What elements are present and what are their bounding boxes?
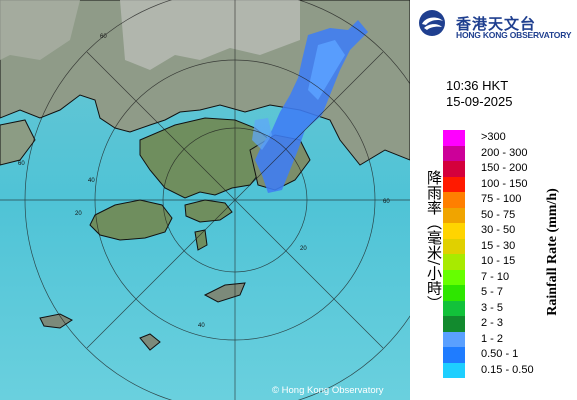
south-island [139, 333, 161, 351]
legend-row: 5 - 7 [443, 285, 575, 301]
range-ring-label: 60 [100, 34, 107, 40]
hong-kong-island [184, 199, 233, 223]
hko-name-english: HONG KONG OBSERVATORY [456, 30, 572, 40]
legend-row: >300 [443, 130, 575, 146]
legend-label: 7 - 10 [481, 270, 510, 283]
range-rings [0, 0, 410, 400]
mainland-west [0, 0, 80, 60]
legend-label: 200 - 300 [481, 146, 528, 159]
legend-swatch [443, 254, 465, 270]
legend-row: 15 - 30 [443, 238, 575, 254]
range-ring-label: 40 [198, 323, 205, 329]
mainland-clouds [120, 0, 300, 70]
legend-swatch [443, 362, 465, 378]
rain-echo-fringe [252, 118, 272, 150]
legend-swatch [443, 238, 465, 254]
legend-label: 50 - 75 [481, 208, 516, 221]
estuary-island [0, 119, 36, 166]
legend-row: 1 - 2 [443, 331, 575, 347]
legend-label: 10 - 15 [481, 255, 516, 267]
rainfall-legend: >300 200 - 300 150 - 200 100 - 150 75 - 100 5… [443, 130, 575, 378]
legend-row: 150 - 200 [443, 161, 575, 177]
legend-label: 30 - 50 [481, 224, 516, 236]
legend-row: 0.50 - 1 [443, 347, 575, 363]
legend-label: 0.15 - 0.50 [481, 363, 534, 376]
legend-label: 1 - 2 [481, 332, 504, 345]
range-ring-label: 20 [75, 211, 82, 217]
legend-label: 5 - 7 [481, 286, 504, 298]
south-island [39, 313, 73, 329]
legend-swatch [443, 331, 465, 347]
legend-swatch [443, 145, 465, 161]
legend-label: 0.50 - 1 [481, 348, 519, 360]
legend-row: 2 - 3 [443, 316, 575, 332]
range-ring-label: 20 [300, 246, 307, 252]
legend-label: 15 - 30 [481, 239, 516, 252]
legend-label: 150 - 200 [481, 162, 528, 174]
legend-label: 75 - 100 [481, 193, 522, 205]
copyright-text: © Hong Kong Observatory [272, 385, 384, 396]
lamma-island [194, 229, 208, 251]
hko-logo-icon [419, 10, 445, 36]
legend-row: 7 - 10 [443, 269, 575, 285]
radar-map: 60 60 60 40 40 20 20 [0, 0, 410, 400]
range-ring-label: 60 [383, 199, 390, 205]
legend-panel: 香港天文台 HONG KONG OBSERVATORY 10:36 HKT 15… [410, 0, 577, 400]
legend-label: 2 - 3 [481, 317, 504, 329]
legend-swatch [443, 347, 465, 363]
legend-unit-chinese: 降雨率（毫米/小時） [425, 170, 443, 311]
rain-echo-light [308, 40, 345, 100]
legend-swatch [443, 285, 465, 301]
legend-swatch [443, 316, 465, 332]
legend-swatch [443, 161, 465, 177]
legend-unit-english: Rainfall Rate (mm/h) [545, 188, 560, 316]
legend-swatch [443, 269, 465, 285]
legend-swatch [443, 223, 465, 239]
legend-label: 3 - 5 [481, 301, 504, 314]
legend-row: 50 - 75 [443, 207, 575, 223]
legend-row: 75 - 100 [443, 192, 575, 208]
radar-date: 15-09-2025 [446, 94, 513, 109]
range-ring-label: 40 [88, 178, 95, 184]
lantau-island [89, 199, 173, 241]
legend-row: 10 - 15 [443, 254, 575, 270]
hko-name-chinese: 香港天文台 [456, 15, 537, 33]
legend-row: 30 - 50 [443, 223, 575, 239]
range-ring-label: 60 [18, 161, 25, 167]
legend-row: 0.15 - 0.50 [443, 362, 575, 378]
legend-row: 3 - 5 [443, 300, 575, 316]
legend-swatch [443, 207, 465, 223]
legend-row: 200 - 300 [443, 145, 575, 161]
legend-swatch [443, 176, 465, 192]
radar-time: 10:36 HKT [446, 78, 509, 93]
legend-swatch [443, 300, 465, 316]
hko-logo: 香港天文台 HONG KONG OBSERVATORY [414, 6, 574, 40]
legend-label: >300 [481, 131, 506, 143]
legend-row: 100 - 150 [443, 176, 575, 192]
legend-swatch [443, 192, 465, 208]
legend-swatch [443, 130, 465, 146]
legend-label: 100 - 150 [481, 177, 528, 190]
